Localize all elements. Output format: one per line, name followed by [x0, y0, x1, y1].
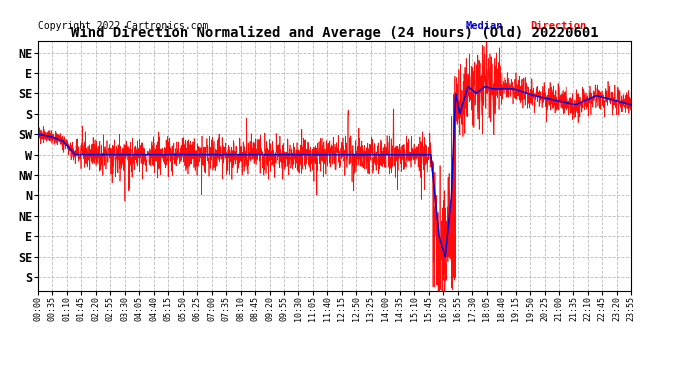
Title: Wind Direction Normalized and Average (24 Hours) (Old) 20220601: Wind Direction Normalized and Average (2…: [71, 26, 598, 40]
Text: Median: Median: [465, 21, 503, 31]
Text: Copyright 2022 Cartronics.com: Copyright 2022 Cartronics.com: [38, 21, 208, 31]
Text: Direction: Direction: [531, 21, 586, 31]
